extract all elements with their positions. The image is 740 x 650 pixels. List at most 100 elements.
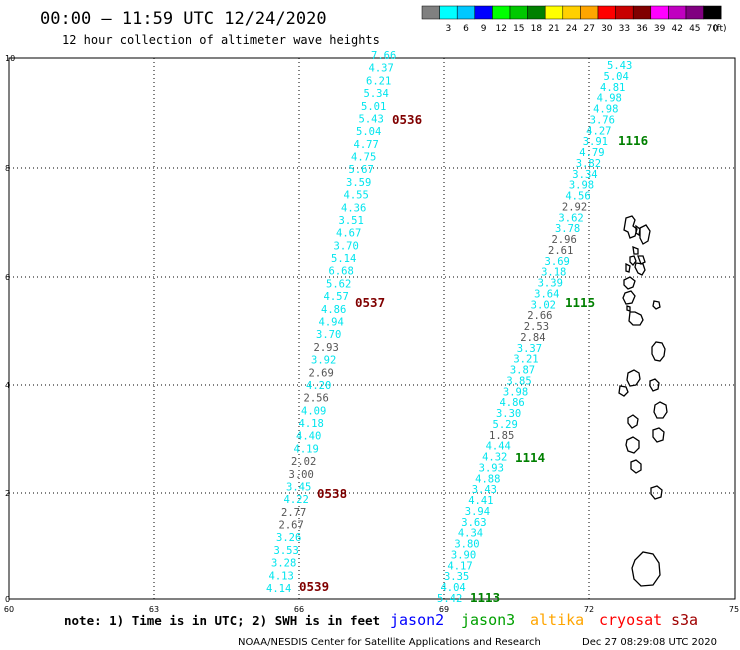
wave-height-value: 4.20: [306, 380, 331, 392]
legend-swatch: [632, 5, 652, 20]
pass-time-label: 1114: [515, 450, 545, 465]
pass-time-label: 1113: [470, 590, 500, 605]
wave-height-value: 5.04: [356, 126, 381, 138]
wave-height-value: 4.18: [299, 418, 324, 430]
wave-height-value: 2.61: [548, 245, 573, 257]
wave-height-value: 4.77: [354, 139, 379, 151]
wave-height-value: 3.39: [538, 278, 563, 290]
wave-height-value: 4.98: [593, 104, 618, 116]
wave-height-value: 4.14: [266, 583, 291, 595]
pass-time-label: 1115: [565, 295, 595, 310]
wave-height-value: 3.26: [276, 532, 301, 544]
wave-height-value: 4.27: [586, 125, 611, 137]
wave-height-value: 2.56: [304, 393, 329, 405]
legend-unit: (ft): [713, 24, 727, 34]
footer-credit: NOAA/NESDIS Center for Satellite Applica…: [238, 637, 541, 648]
latitude-tick-label: 0: [5, 595, 10, 604]
wave-height-value: 5.01: [361, 101, 386, 113]
wave-height-value: 3.94: [465, 506, 490, 518]
wave-height-value: 3.02: [531, 299, 556, 311]
wave-height-value: 3.69: [545, 256, 570, 268]
color-legend: 3 6 9 12 15 18 21 24 27 30 33 36 39 42 45 70: [421, 5, 722, 34]
wave-height-value: 3.51: [339, 215, 364, 227]
wave-height-value: 3.93: [479, 462, 504, 474]
wave-height-value: 2.02: [291, 456, 316, 468]
legend-swatch: [492, 5, 511, 20]
wave-height-value: 2.96: [551, 234, 576, 246]
wave-height-value: 4.19: [294, 443, 319, 455]
wave-height-value: 4.98: [597, 93, 622, 105]
wave-height-value: 3.85: [506, 375, 531, 387]
wave-height-value: 3.82: [576, 158, 601, 170]
wave-height-value: 5.43: [359, 113, 384, 125]
islands-outline: [618, 215, 668, 587]
legend-swatch: [562, 5, 581, 20]
longitude-tick-label: 72: [584, 605, 594, 614]
pass-time-label: 0536: [392, 112, 422, 127]
wave-height-value: 3.45: [286, 481, 311, 493]
legend-label: 24: [566, 24, 578, 34]
wave-height-value: 2.93: [314, 342, 339, 354]
longitude-tick-label: 66: [294, 605, 304, 614]
legend-swatch: [421, 5, 440, 20]
wave-height-value: 4.36: [341, 202, 366, 214]
wave-height-value: 5.43: [607, 60, 632, 72]
pass-time-label: 0537: [355, 295, 385, 310]
wave-height-value: 2.67: [279, 520, 304, 532]
wave-height-value: 4.88: [475, 473, 500, 485]
map-frame: [8, 57, 736, 600]
legend-label: 33: [619, 24, 630, 34]
legend-label: 15: [513, 24, 524, 34]
wave-height-value: 4.86: [499, 397, 524, 409]
pass-time-labels: 0536 0537 0538 0539 1116 1115 1114 1113: [299, 112, 648, 605]
wave-height-value: 5.62: [326, 278, 351, 290]
wave-height-value: 4.13: [269, 570, 294, 582]
wave-height-value: 3.90: [451, 549, 476, 561]
wave-height-value: 3.70: [316, 329, 341, 341]
wave-height-value: 3.80: [454, 539, 479, 551]
wave-height-value: 4.57: [324, 291, 349, 303]
wave-height-value: 3.28: [271, 558, 296, 570]
wave-height-value: 4.67: [336, 228, 361, 240]
wave-height-value: 4.32: [482, 452, 507, 464]
longitude-tick-label: 69: [439, 605, 449, 614]
wave-height-value: 4.44: [486, 441, 511, 453]
legend-label: 70: [707, 24, 719, 34]
legend-label: 21: [548, 24, 559, 34]
legend-swatch: [544, 5, 564, 20]
legend-label: 6: [463, 24, 469, 34]
wave-height-value: 4.55: [344, 190, 369, 202]
legend-label: 42: [671, 24, 682, 34]
wave-height-value: 3.98: [569, 180, 594, 192]
latitude-ticks: 0 2 4 6 8 10: [5, 54, 15, 604]
wave-height-value: 6.68: [329, 266, 354, 278]
wave-height-value: 4.75: [351, 152, 376, 164]
map-note: note: 1) Time is in UTC; 2) SWH is in fe…: [64, 613, 380, 628]
legend-swatch: [580, 5, 599, 20]
legend-swatch: [597, 5, 616, 20]
wave-height-value: 5.34: [364, 88, 389, 100]
wave-height-value: 2.69: [309, 367, 334, 379]
wave-height-value: 4.81: [600, 82, 625, 94]
map-subtitle: 12 hour collection of altimeter wave hei…: [62, 33, 380, 47]
wave-height-value: 3.21: [513, 354, 538, 366]
legend-label: 45: [689, 24, 700, 34]
pass-time-label: 1116: [618, 133, 648, 148]
map-title: 00:00 – 11:59 UTC 12/24/2020: [40, 9, 327, 29]
satellite-legend: jason2 jason3 altika cryosat s3a: [390, 611, 698, 629]
pass-time-label: 0538: [317, 486, 347, 501]
wave-height-value: 3.63: [461, 517, 486, 529]
legend-label: 12: [495, 24, 506, 34]
wave-height-value: 3.87: [510, 365, 535, 377]
wave-height-value: 4.41: [468, 495, 493, 507]
lat-lon-grid: [9, 58, 735, 599]
latitude-tick-label: 6: [5, 273, 10, 282]
longitude-tick-label: 60: [4, 605, 14, 614]
wave-height-value: 4.04: [440, 582, 465, 594]
wave-height-value: 3.37: [517, 343, 542, 355]
wave-height-value: 1.85: [489, 430, 514, 442]
wave-height-value: 5.04: [604, 71, 629, 83]
satellite-name: s3a: [671, 611, 698, 629]
wave-height-value: 3.18: [541, 267, 566, 279]
